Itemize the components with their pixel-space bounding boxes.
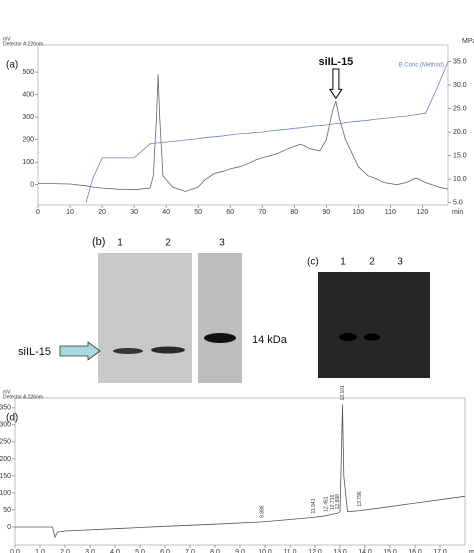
x-tick-label: 120 <box>417 209 429 216</box>
x-tick-label: 2.0 <box>60 549 70 553</box>
x-tick-label: 60 <box>226 209 234 216</box>
series-line <box>38 74 449 192</box>
y2-tick-label: 25.0 <box>453 105 467 112</box>
x-tick-label: 100 <box>352 209 364 216</box>
y-unit: mV <box>3 389 11 395</box>
x-tick-label: 4.0 <box>110 549 120 553</box>
x-tick-label: 110 <box>385 209 396 216</box>
lane-label: 3 <box>219 238 225 249</box>
y-unit: mV <box>3 36 11 42</box>
y-tick-label: 350 <box>0 405 11 412</box>
band <box>339 333 357 341</box>
panel-label: (d) <box>6 413 18 424</box>
peak-label: 12.898 <box>335 494 341 510</box>
series-line <box>15 404 466 539</box>
x-tick-label: 10.0 <box>258 549 272 553</box>
lane-label: 2 <box>369 257 375 268</box>
x-tick-label: 9.0 <box>235 549 245 553</box>
band <box>204 333 236 343</box>
band <box>364 333 380 341</box>
series-line <box>85 61 449 203</box>
y-tick-label: 50 <box>3 507 11 514</box>
annotation-arrow <box>328 68 343 100</box>
gel-b-left <box>98 253 192 383</box>
y-tick-label: 150 <box>0 473 11 480</box>
legend-entry: B.Conc.(Method) <box>399 63 444 69</box>
x-tick-label: 16.0 <box>408 549 422 553</box>
y2-unit: MPa <box>462 38 474 45</box>
panel-label: (c) <box>307 257 319 268</box>
x-tick-label: 17.0 <box>433 549 447 553</box>
y-tick-label: 0 <box>30 182 34 189</box>
y2-tick-label: 5.0 <box>453 199 463 206</box>
x-tick-label: 14.0 <box>358 549 372 553</box>
y2-tick-label: 30.0 <box>453 82 467 89</box>
y-tick-label: 500 <box>22 69 34 76</box>
marker-label: 14 kDa <box>252 334 288 346</box>
x-tick-label: 50 <box>194 209 202 216</box>
peak-label: 12.716 <box>330 495 336 511</box>
x-tick-label: 30 <box>130 209 138 216</box>
peak-label: 13.101 <box>340 385 346 401</box>
peak-label: 12.451 <box>324 496 330 512</box>
x-tick-label: 90 <box>322 209 330 216</box>
lane-label: 2 <box>165 238 171 249</box>
x-tick-label: 40 <box>162 209 170 216</box>
x-tick-label: 0 <box>36 209 40 216</box>
y-tick-label: 300 <box>0 422 11 429</box>
x-tick-label: 20 <box>98 209 106 216</box>
y-tick-label: 100 <box>22 159 34 166</box>
x-tick-label: 13.0 <box>333 549 347 553</box>
plot-frame <box>37 44 449 206</box>
peak-label: 13.796 <box>357 491 363 507</box>
detector-label: Detector A:226nm <box>3 41 43 47</box>
x-tick-label: 7.0 <box>185 549 195 553</box>
annotation: siIL-15 <box>318 56 353 68</box>
y2-tick-label: 10.0 <box>453 176 467 183</box>
blot-c <box>318 272 430 378</box>
y-tick-label: 200 <box>22 136 34 143</box>
x-tick-label: 3.0 <box>85 549 95 553</box>
y-tick-label: 200 <box>0 456 11 463</box>
x-unit: min <box>452 209 463 216</box>
y2-tick-label: 20.0 <box>453 129 467 136</box>
x-tick-label: 11.0 <box>283 549 296 553</box>
peak-label: 9.886 <box>259 505 265 518</box>
y-tick-label: 300 <box>22 114 34 121</box>
y2-tick-label: 15.0 <box>453 152 467 159</box>
lane-label: 3 <box>397 257 403 268</box>
arrow <box>59 341 101 361</box>
y-tick-label: 250 <box>0 439 11 446</box>
x-tick-label: 8.0 <box>210 549 220 553</box>
x-tick-label: 1.0 <box>35 549 45 553</box>
panel-label: (b) <box>92 236 105 248</box>
lane-label: 1 <box>117 238 123 249</box>
y2-tick-label: 35.0 <box>453 58 467 65</box>
peak-label: 11.941 <box>311 498 317 513</box>
x-unit: min <box>469 549 474 553</box>
lane-label: 1 <box>340 257 346 268</box>
x-tick-label: 6.0 <box>160 549 170 553</box>
y-tick-label: 100 <box>0 490 11 497</box>
band <box>151 346 185 354</box>
x-tick-label: 12.0 <box>308 549 322 553</box>
x-tick-label: 5.0 <box>135 549 145 553</box>
detector-label: Detector A:226nm <box>3 394 43 400</box>
y-tick-label: 0 <box>7 524 11 531</box>
y-tick-label: 400 <box>22 91 34 98</box>
x-tick-label: 10 <box>66 209 74 216</box>
x-tick-label: 80 <box>290 209 298 216</box>
band-label: siIL-15 <box>18 346 51 358</box>
panel-label: (a) <box>6 60 18 71</box>
gel-b-right <box>198 253 242 383</box>
band <box>113 348 143 354</box>
x-tick-label: 0.0 <box>10 549 20 553</box>
x-tick-label: 70 <box>258 209 266 216</box>
x-tick-label: 15.0 <box>383 549 397 553</box>
